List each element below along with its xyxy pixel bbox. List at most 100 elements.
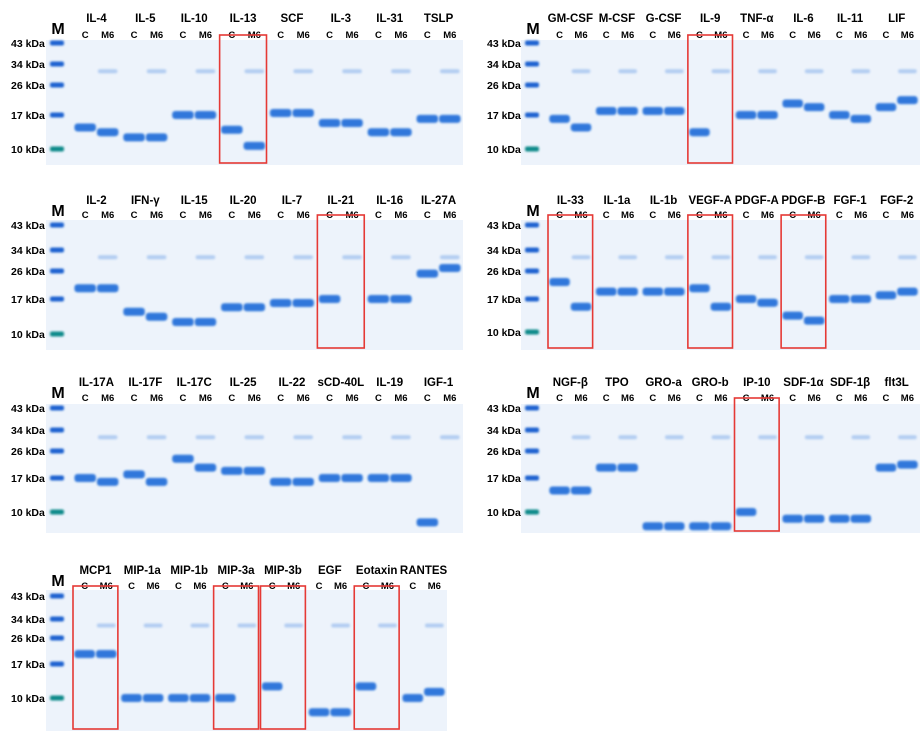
kda-label: 10 kDa	[11, 144, 45, 156]
lane-label-m6: M6	[621, 210, 634, 221]
background-band	[804, 69, 824, 74]
background-band	[571, 69, 591, 74]
lane-label-m6: M6	[334, 581, 347, 592]
kda-label: 26 kDa	[11, 633, 45, 645]
lane-label-m6: M6	[150, 30, 163, 41]
protein-band-c	[642, 106, 664, 115]
lane-label-c: C	[696, 393, 703, 404]
background-band	[851, 435, 871, 440]
background-band	[97, 435, 118, 440]
protein-name: EGF	[318, 565, 342, 577]
protein-band-m6	[390, 128, 412, 137]
protein-band-c	[416, 114, 439, 123]
background-band	[96, 623, 116, 628]
ladder-band	[525, 329, 539, 335]
protein-band-c	[689, 284, 710, 293]
protein-band-c	[416, 518, 439, 527]
ladder-band	[525, 296, 539, 302]
lane-label-c: C	[556, 393, 563, 404]
ladder-band	[50, 405, 64, 411]
protein-band-c	[318, 119, 341, 128]
protein-band-m6	[145, 133, 168, 142]
protein-name: RANTES	[400, 565, 448, 577]
protein-band-c	[74, 123, 96, 132]
kda-label: 26 kDa	[487, 266, 521, 278]
lane-label-c: C	[409, 581, 416, 592]
lane-label-c: C	[277, 30, 284, 41]
kda-label: 43 kDa	[487, 38, 521, 50]
protein-band-c	[829, 111, 850, 119]
lane-label-c: C	[836, 393, 843, 404]
lane-label-m6: M6	[428, 581, 441, 592]
marker-lane-label: M	[51, 385, 64, 402]
protein-band-m6	[617, 463, 638, 472]
protein-band-c	[416, 269, 439, 278]
protein-band-c	[689, 522, 710, 531]
ladder-band	[50, 616, 64, 622]
lane-label-c: C	[128, 581, 135, 592]
highlight-box	[687, 214, 734, 349]
lane-label-c: C	[326, 30, 333, 41]
protein-name: VEGF-A	[688, 195, 731, 207]
lane-label-m6: M6	[394, 393, 407, 404]
lane-label-m6: M6	[101, 393, 114, 404]
protein-band-m6	[194, 463, 217, 472]
lane-label-c: C	[131, 393, 138, 404]
background-band	[804, 435, 824, 440]
lane-label-c: C	[326, 393, 333, 404]
kda-label: 43 kDa	[11, 220, 45, 232]
kda-label: 10 kDa	[11, 329, 45, 341]
ladder-band	[525, 475, 539, 481]
kda-label: 34 kDa	[11, 59, 45, 71]
lane-label-m6: M6	[901, 393, 914, 404]
protein-name: IFN-γ	[131, 195, 160, 207]
protein-band-m6	[757, 111, 778, 119]
lane-label-m6: M6	[761, 30, 774, 41]
protein-band-c	[829, 514, 850, 523]
lane-label-c: C	[789, 393, 796, 404]
ladder-band	[525, 112, 539, 118]
ladder-band	[525, 40, 539, 46]
protein-name: GRO-a	[645, 377, 682, 389]
lane-label-m6: M6	[146, 581, 159, 592]
ladder-band	[50, 296, 64, 302]
protein-band-c	[549, 278, 570, 287]
highlight-box	[733, 397, 780, 532]
protein-name: LIF	[888, 13, 905, 25]
background-band	[146, 435, 167, 440]
background-band	[331, 623, 350, 628]
lane-label-m6: M6	[621, 30, 634, 41]
lane-label-c: C	[82, 210, 89, 221]
gel-panel-4: M 43 kDa 34 kDa 26 kDa 17 kDa 10 kDa IL-33 C M6 I…	[487, 195, 920, 350]
protein-band-c	[402, 694, 424, 702]
ladder-band	[50, 695, 64, 701]
lane-label-c: C	[180, 210, 187, 221]
lane-label-c: C	[424, 30, 431, 41]
marker-lane-label: M	[51, 21, 64, 38]
lane-label-c: C	[603, 210, 610, 221]
protein-name: MIP-1b	[170, 565, 208, 577]
kda-label: 34 kDa	[11, 425, 45, 437]
protein-band-c	[172, 111, 194, 119]
ladder-band	[50, 635, 64, 641]
protein-band-c	[221, 466, 243, 475]
background-band	[618, 435, 637, 440]
lane-label-c: C	[82, 393, 89, 404]
kda-label: 17 kDa	[487, 294, 521, 306]
protein-band-c	[595, 463, 617, 472]
background-band	[851, 69, 871, 74]
lane-label-c: C	[836, 210, 843, 221]
protein-band-c	[642, 287, 664, 296]
background-band	[190, 623, 210, 628]
protein-name: TPO	[605, 377, 629, 389]
protein-band-m6	[243, 303, 266, 312]
protein-band-m6	[803, 316, 825, 325]
protein-band-m6	[243, 466, 266, 475]
kda-label: 17 kDa	[11, 110, 45, 122]
background-band	[293, 69, 313, 74]
background-band	[244, 435, 265, 440]
lane-label-c: C	[603, 393, 610, 404]
protein-band-m6	[243, 141, 266, 150]
protein-band-m6	[96, 477, 119, 486]
